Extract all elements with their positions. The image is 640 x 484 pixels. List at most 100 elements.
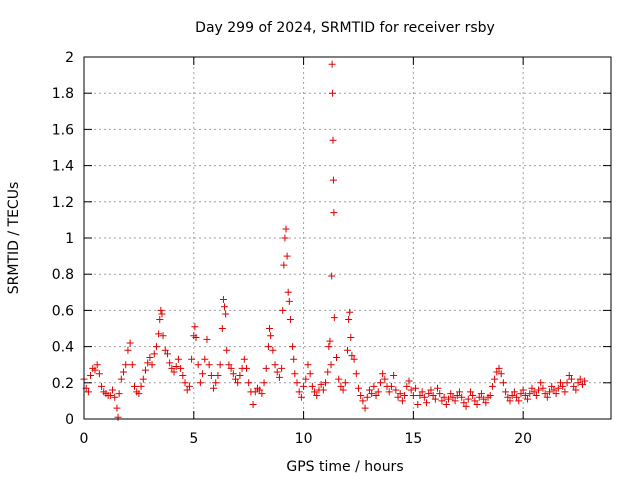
data-point-marker xyxy=(506,397,514,405)
data-point-marker xyxy=(271,361,279,369)
data-point-marker xyxy=(188,355,196,363)
data-point-marker xyxy=(122,361,130,369)
y-tick-label: 0 xyxy=(65,412,74,428)
data-point-marker xyxy=(466,388,474,396)
data-point-marker xyxy=(554,384,562,392)
data-point-marker xyxy=(191,323,199,331)
data-point-marker xyxy=(196,379,204,387)
data-point-marker xyxy=(570,382,578,390)
data-points xyxy=(80,60,589,421)
data-point-marker xyxy=(128,361,136,369)
data-point-marker xyxy=(379,370,387,378)
data-point-marker xyxy=(284,288,292,296)
data-point-marker xyxy=(302,375,310,383)
data-point-marker xyxy=(515,397,523,405)
grid-lines xyxy=(84,57,611,419)
data-point-marker xyxy=(368,390,376,398)
data-point-marker xyxy=(541,390,549,398)
data-point-marker xyxy=(329,136,337,144)
data-point-marker xyxy=(264,343,272,351)
data-point-marker xyxy=(458,393,466,401)
data-point-marker xyxy=(229,370,237,378)
data-point-marker xyxy=(482,399,490,407)
data-point-marker xyxy=(532,391,540,399)
data-point-marker xyxy=(236,372,244,380)
data-point-marker xyxy=(333,353,341,361)
data-point-marker xyxy=(120,368,128,376)
y-axis-label: SRMTID / TECUs xyxy=(6,182,22,295)
data-point-marker xyxy=(350,355,358,363)
data-point-marker xyxy=(517,390,525,398)
y-tick-label: 1 xyxy=(65,231,74,247)
data-point-marker xyxy=(434,384,442,392)
data-point-marker xyxy=(279,306,287,314)
data-point-marker xyxy=(513,393,521,401)
data-point-marker xyxy=(317,381,325,389)
data-point-marker xyxy=(148,361,156,369)
data-point-marker xyxy=(521,391,529,399)
data-point-marker xyxy=(201,355,209,363)
data-point-marker xyxy=(440,393,448,401)
data-point-marker xyxy=(394,393,402,401)
data-point-marker xyxy=(578,381,586,389)
data-point-marker xyxy=(561,388,569,396)
data-point-marker xyxy=(344,346,351,354)
data-point-marker xyxy=(330,314,338,322)
data-point-marker xyxy=(278,364,286,372)
data-point-marker xyxy=(135,390,143,398)
data-point-marker xyxy=(313,391,321,399)
data-point-marker xyxy=(156,315,164,323)
y-tick-label: 1.8 xyxy=(52,86,74,102)
data-point-marker xyxy=(205,361,213,369)
data-point-marker xyxy=(429,391,437,399)
data-point-marker xyxy=(363,393,371,401)
data-point-marker xyxy=(308,382,316,390)
data-point-marker xyxy=(405,377,413,385)
data-point-marker xyxy=(346,308,354,316)
data-point-marker xyxy=(144,359,152,367)
data-point-marker xyxy=(106,391,114,399)
data-point-marker xyxy=(486,391,494,399)
data-point-marker xyxy=(537,379,545,387)
data-point-marker xyxy=(131,382,139,390)
data-point-marker xyxy=(234,379,242,387)
data-point-marker xyxy=(174,355,182,363)
data-point-marker xyxy=(464,395,472,403)
data-point-marker xyxy=(177,364,185,372)
data-point-marker xyxy=(455,388,463,396)
x-axis-label: GPS time / hours xyxy=(286,459,403,475)
data-point-marker xyxy=(249,401,257,409)
data-point-marker xyxy=(372,391,380,399)
data-point-marker xyxy=(374,388,382,396)
data-point-marker xyxy=(155,330,163,338)
data-point-marker xyxy=(539,384,547,392)
data-point-marker xyxy=(113,404,121,412)
x-tick-label: 15 xyxy=(404,431,422,447)
data-point-marker xyxy=(335,375,343,383)
data-point-marker xyxy=(98,382,106,390)
data-point-marker xyxy=(163,350,171,358)
data-point-marker xyxy=(326,337,334,345)
data-point-marker xyxy=(172,363,180,371)
data-point-marker xyxy=(93,361,101,369)
data-point-marker xyxy=(203,335,211,343)
data-point-marker xyxy=(269,346,277,354)
data-point-marker xyxy=(258,390,266,398)
data-point-marker xyxy=(245,379,253,387)
data-point-marker xyxy=(242,364,250,372)
data-point-marker xyxy=(304,361,312,369)
data-point-marker xyxy=(398,397,406,405)
data-point-marker xyxy=(357,391,365,399)
data-point-marker xyxy=(339,386,347,394)
data-point-marker xyxy=(473,401,481,409)
chart-title: Day 299 of 2024, SRMTID for receiver rsb… xyxy=(195,20,495,36)
y-tick-label: 1.6 xyxy=(52,122,74,138)
data-point-marker xyxy=(260,379,268,387)
data-point-marker xyxy=(510,388,518,396)
data-point-marker xyxy=(556,379,564,387)
data-point-marker xyxy=(266,325,274,332)
data-point-marker xyxy=(563,379,571,387)
data-point-marker xyxy=(345,315,353,323)
